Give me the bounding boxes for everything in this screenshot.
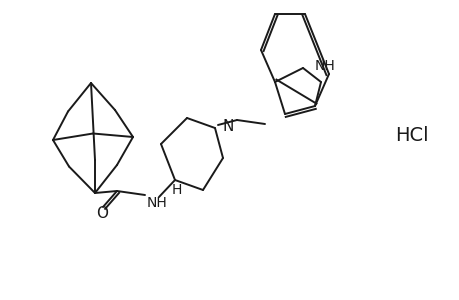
Text: NH: NH — [314, 59, 335, 73]
Text: O: O — [96, 206, 108, 221]
Text: HCl: HCl — [394, 125, 428, 145]
Text: NH: NH — [147, 196, 168, 210]
Text: H: H — [172, 183, 182, 197]
Text: N: N — [223, 118, 234, 134]
